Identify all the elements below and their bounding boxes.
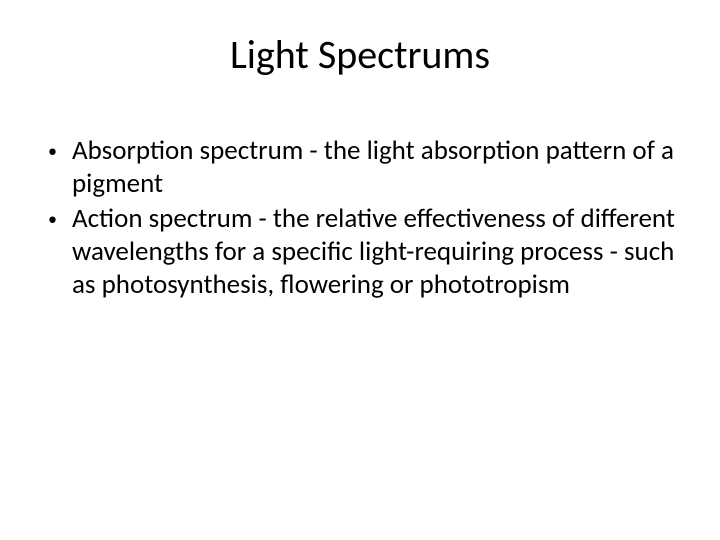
slide-body: • Absorption spectrum - the light absorp… <box>36 135 684 302</box>
list-item: • Absorption spectrum - the light absorp… <box>44 135 676 201</box>
list-item: • Action spectrum - the relative effecti… <box>44 203 676 302</box>
bullet-text: Action spectrum - the relative effective… <box>72 203 676 302</box>
bullet-marker: • <box>44 203 72 235</box>
bullet-marker: • <box>44 135 72 167</box>
slide-title: Light Spectrums <box>36 30 684 79</box>
bullet-text: Absorption spectrum - the light absorpti… <box>72 135 676 201</box>
